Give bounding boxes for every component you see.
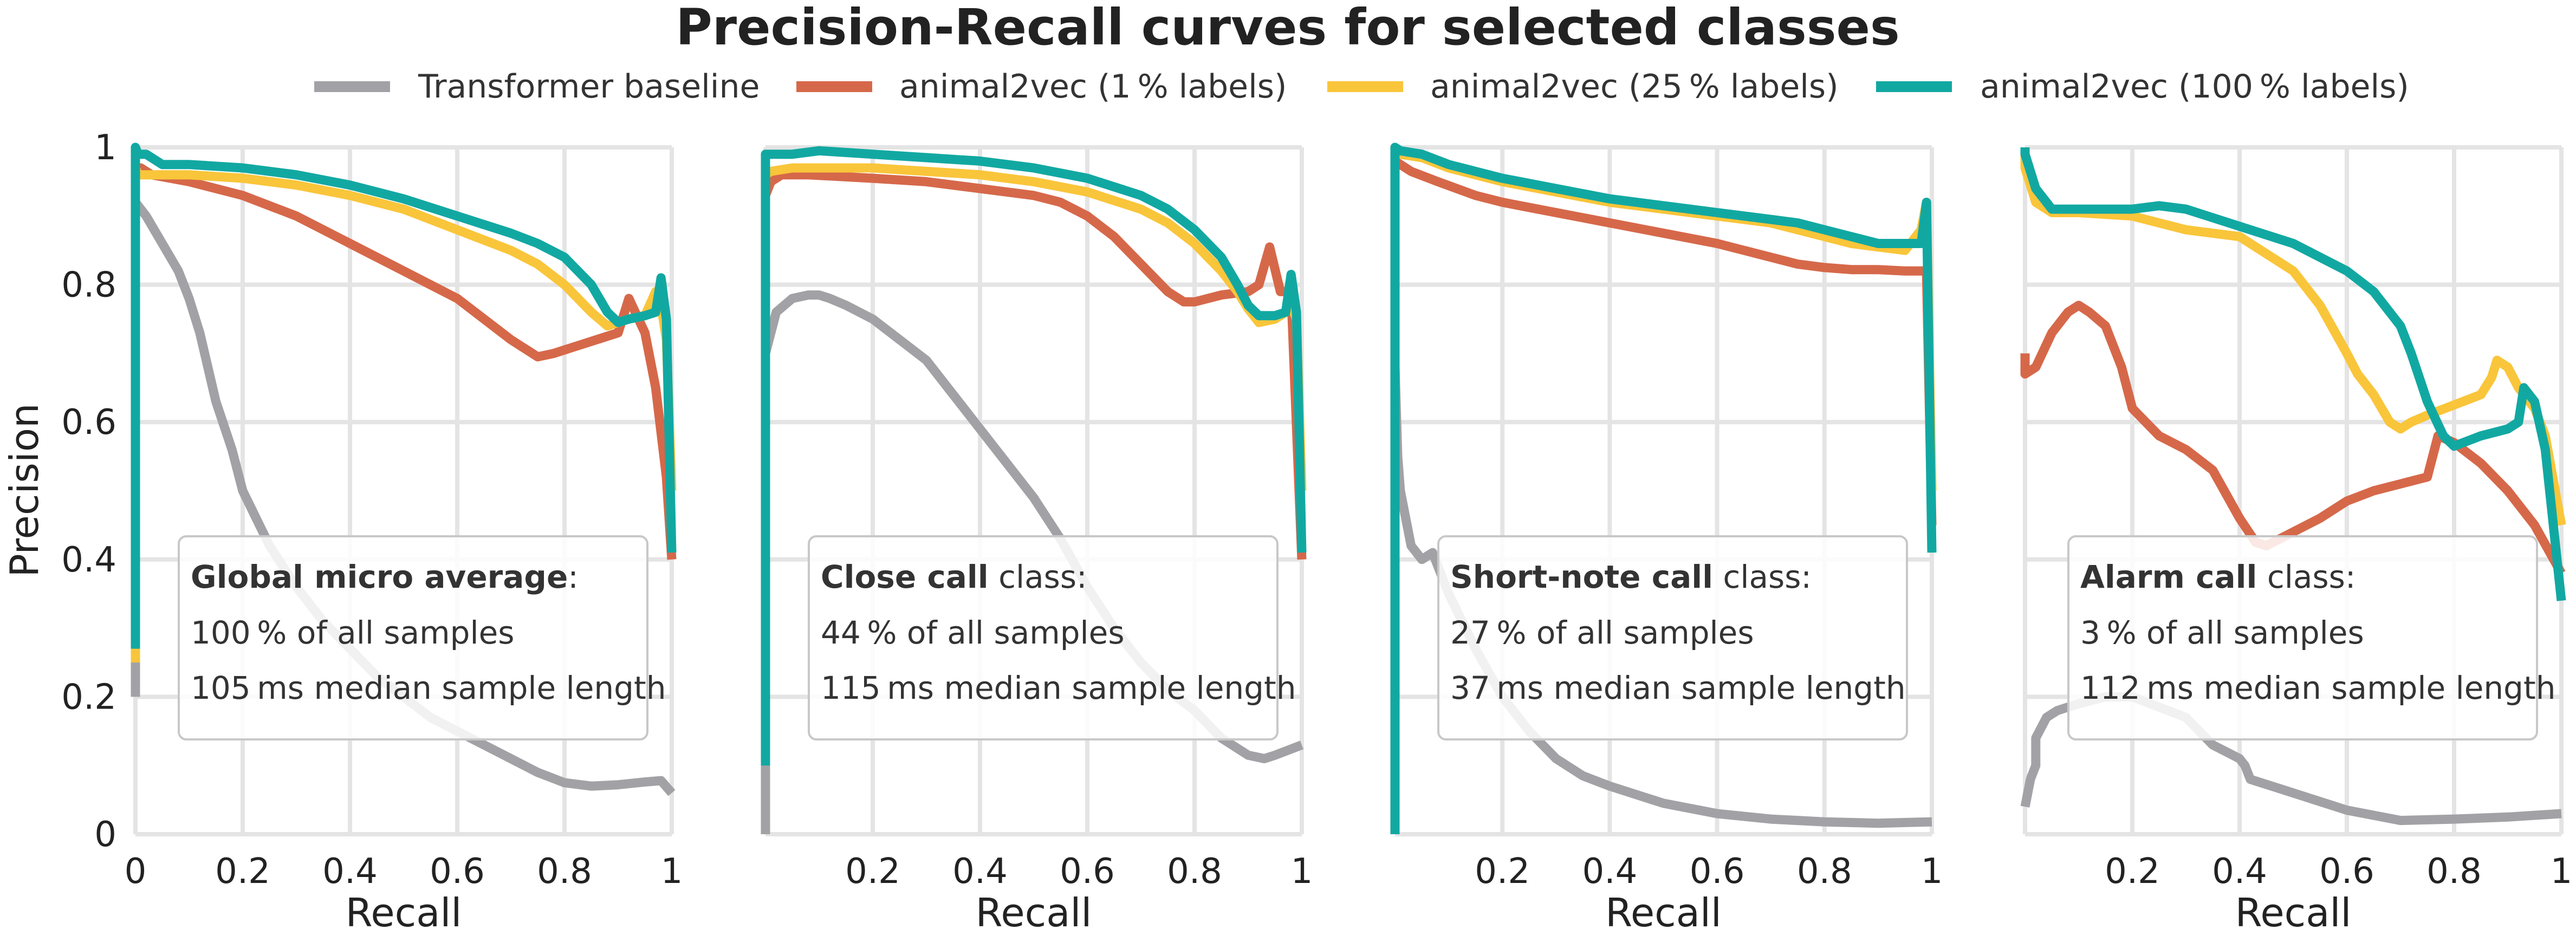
info-box-length-value: 112 ms [2080, 670, 2194, 706]
x-tick-label: 0.4 [2212, 852, 2267, 892]
info-box-frame [808, 535, 1279, 740]
info-box-length-rest: median sample length [1543, 670, 1905, 706]
info-box-title-rest: class: [989, 558, 1087, 595]
info-box-title: Close call class: [821, 558, 1087, 595]
info-box: Global micro average: 100 % of all sample… [178, 535, 666, 740]
x-tick-label: 0.6 [1060, 852, 1115, 892]
info-box-length-rest: median sample length [934, 670, 1296, 706]
info-box-title: Alarm call class: [2080, 558, 2356, 595]
x-tick-label: 0.2 [215, 852, 270, 892]
y-tick-label: 0 [94, 815, 116, 855]
panel-2: 0.2 0.4 0.6 0.8 1 Recall Close call class: 44 %… [761, 145, 1313, 929]
x-tick-label: 0.8 [1167, 852, 1222, 892]
series-line-animal2vec-1-labels [1390, 156, 1937, 525]
x-tick-label: 0.4 [952, 852, 1008, 892]
legend: Transformer baseline animal2vec (1 % lab… [314, 68, 2409, 106]
info-box-title-rest: : [568, 558, 579, 595]
panel-1: 0 0.2 0.4 0.6 0.8 1 Recall 0 0.2 0.4 0.6 0.8 1 Global… [61, 128, 683, 929]
y-axis-label: Precision [2, 403, 47, 577]
x-tick-label: 0.2 [2105, 852, 2160, 892]
info-box-length: 115 ms median sample length [821, 670, 1296, 706]
legend-label-animal2vec-100pct: animal2vec (100 % labels) [1980, 68, 2409, 106]
series-line-animal2vec-100-labels [131, 142, 677, 649]
y-tick-label: 0.6 [61, 402, 116, 443]
x-tick-label: 0.6 [430, 852, 485, 892]
legend-label-animal2vec-25pct: animal2vec (25 % labels) [1430, 68, 1839, 106]
y-tick-label: 1 [94, 128, 116, 168]
info-box-frame [1437, 535, 1908, 740]
x-tick-label: 0.2 [1475, 852, 1530, 892]
panels: 0 0.2 0.4 0.6 0.8 1 Recall 0 0.2 0.4 0.6 0.8 1 Global… [61, 128, 2572, 929]
info-box-frame [178, 535, 648, 740]
info-box-length-value: 115 ms [821, 670, 934, 706]
series-line-animal2vec-100-labels [2020, 147, 2566, 601]
info-box-share: 100 % of all samples [191, 614, 514, 651]
chart-title: Precision-Recall curves for selected cla… [676, 0, 1899, 56]
info-box-length-rest: median sample length [2194, 670, 2555, 706]
info-box-share: 3 % of all samples [2080, 614, 2364, 651]
x-axis-label: Recall [2235, 890, 2352, 929]
info-box-title-bold: Close call [821, 558, 989, 595]
x-tick-label: 0.8 [1797, 852, 1852, 892]
info-box-length: 112 ms median sample length [2080, 670, 2556, 706]
y-tick-label: 0.4 [61, 540, 116, 580]
info-box-title-bold: Global micro average [191, 558, 568, 595]
info-box: Alarm call class: 3 % of all samples 112 m… [2067, 535, 2556, 740]
legend-label-animal2vec-1pct: animal2vec (1 % labels) [899, 68, 1287, 106]
info-box-length: 105 ms median sample length [191, 670, 666, 706]
x-tick-label: 0.4 [322, 852, 378, 892]
info-box-title: Short-note call class: [1450, 558, 1812, 595]
x-tick-label: 0.4 [1582, 852, 1638, 892]
info-box: Close call class: 44 % of all samples 115 … [808, 535, 1296, 740]
info-box-length-value: 105 ms [191, 670, 304, 706]
info-box-length-rest: median sample length [304, 670, 666, 706]
x-tick-label: 1 [1291, 852, 1313, 892]
x-tick-label: 1 [2551, 852, 2573, 892]
info-box-share: 44 % of all samples [821, 614, 1125, 651]
info-box-title-bold: Alarm call [2080, 558, 2257, 595]
series-line-animal2vec-100-labels [761, 146, 1307, 766]
info-box: Short-note call class: 27 % of all sample… [1437, 535, 1908, 740]
y-tick-label: 0.2 [61, 677, 116, 717]
info-box-length-value: 37 ms [1450, 670, 1543, 706]
x-tick-label: 0 [125, 852, 147, 892]
x-tick-label: 0.6 [2319, 852, 2374, 892]
x-tick-label: 1 [1921, 852, 1943, 892]
series-line-animal2vec-1-labels [131, 163, 677, 560]
y-tick-label: 0.8 [61, 265, 116, 306]
legend-label-transformer-baseline: Transformer baseline [418, 68, 760, 106]
panel-3: 0.2 0.4 0.6 0.8 1 Recall Short-note call class… [1390, 142, 1943, 929]
x-tick-label: 0.2 [845, 852, 900, 892]
series-line-animal2vec-100-labels [1390, 142, 1937, 834]
info-box-title-rest: class: [2257, 558, 2356, 595]
x-tick-label: 0.8 [2426, 852, 2482, 892]
info-box-title: Global micro average: [191, 558, 579, 595]
panel-4: 0.2 0.4 0.6 0.8 1 Recall Alarm call class: 3 % … [2020, 145, 2573, 929]
info-box-frame [2067, 535, 2538, 740]
info-box-title-bold: Short-note call [1450, 558, 1713, 595]
x-axis-label: Recall [346, 890, 462, 929]
x-axis-label: Recall [1605, 890, 1722, 929]
info-box-length: 37 ms median sample length [1450, 670, 1906, 706]
series-line-animal2vec-25-labels [761, 163, 1307, 491]
x-tick-label: 0.8 [537, 852, 592, 892]
info-box-title-rest: class: [1713, 558, 1812, 595]
x-tick-label: 1 [661, 852, 683, 892]
series-line-animal2vec-25-labels [131, 163, 677, 662]
series-line-animal2vec-1-labels [761, 170, 1307, 560]
info-box-share: 27 % of all samples [1450, 614, 1754, 651]
x-axis-label: Recall [976, 890, 1092, 929]
x-tick-label: 0.6 [1690, 852, 1745, 892]
